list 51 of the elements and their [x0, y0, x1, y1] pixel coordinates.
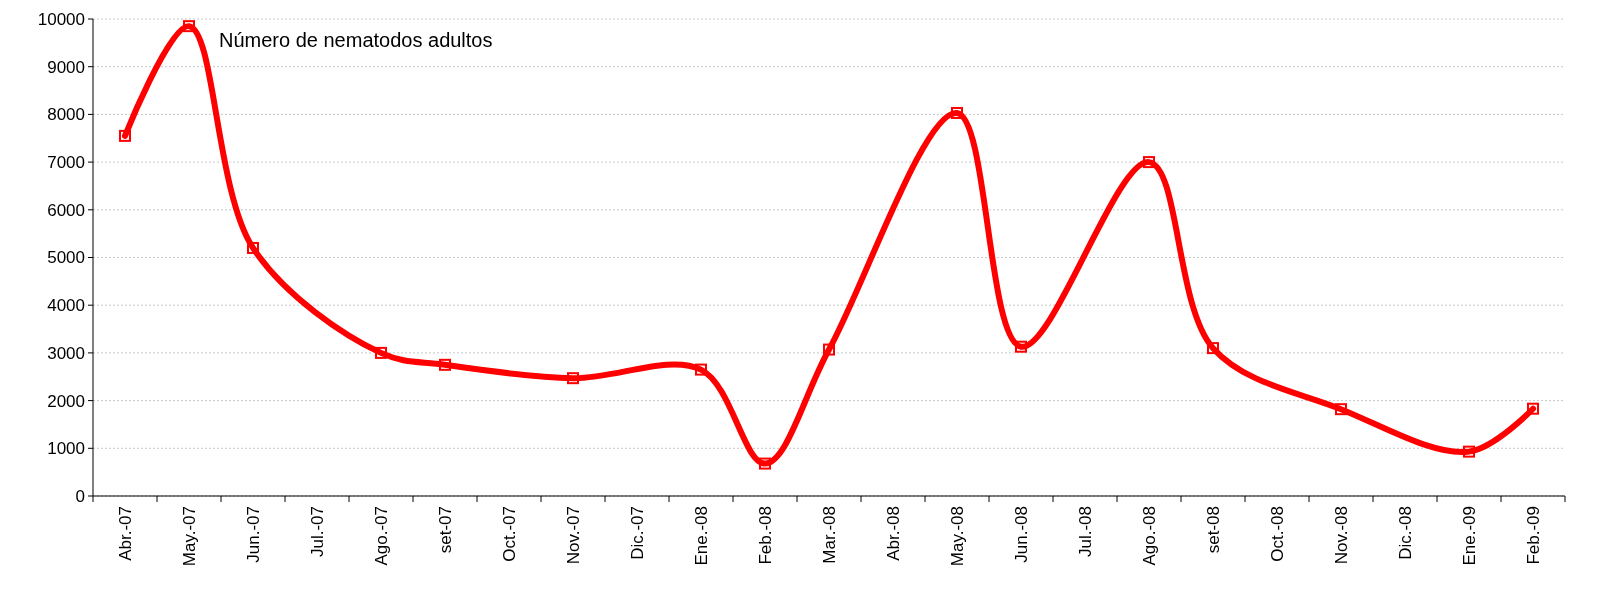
x-tick-label: Jun.-07 — [244, 506, 263, 563]
x-tick-label: Nov.-08 — [1332, 506, 1351, 565]
y-tick-label: 8000 — [47, 105, 85, 125]
x-tick-label: Jun.-08 — [1012, 506, 1031, 563]
point — [1527, 402, 1539, 415]
x-tick-label: Feb.-08 — [756, 506, 775, 565]
y-tick-label: 0 — [75, 486, 85, 506]
x-tick-label: Nov.-07 — [564, 506, 583, 565]
x-tick-label: Abr.-07 — [116, 506, 135, 561]
x-tick-label: Ago.-08 — [1140, 506, 1159, 566]
point — [1015, 340, 1027, 353]
y-tick-label: 3000 — [47, 343, 85, 363]
y-tick-label: 6000 — [47, 200, 85, 220]
point — [119, 129, 131, 142]
x-tick-label: Ago.-07 — [372, 506, 391, 566]
x-tick-label: May.-07 — [180, 506, 199, 567]
y-tick-label: 2000 — [47, 391, 85, 411]
point — [183, 20, 195, 33]
x-tick-label: Dic.-07 — [628, 506, 647, 560]
x-tick-label: Jul.-07 — [308, 506, 327, 558]
x-tick-label: May.-08 — [948, 506, 967, 567]
point — [1143, 156, 1155, 169]
x-tick-label: Dic.-08 — [1396, 506, 1415, 560]
point — [1335, 403, 1347, 416]
y-tick-label: 10000 — [37, 9, 85, 29]
series-label: Número de nematodos adultos — [219, 29, 493, 51]
point — [1463, 445, 1475, 458]
point — [1207, 342, 1219, 355]
x-tick-label: Jul.-08 — [1076, 506, 1095, 558]
x-tick-label: set-07 — [436, 506, 455, 554]
point — [759, 457, 771, 470]
y-tick-label: 7000 — [47, 153, 85, 173]
y-tick-label: 9000 — [47, 57, 85, 77]
point — [695, 363, 707, 376]
point — [375, 346, 387, 359]
x-tick-label: Oct.-07 — [500, 506, 519, 562]
x-tick-label: set-08 — [1204, 506, 1223, 554]
y-tick-label: 5000 — [47, 248, 85, 268]
x-tick-label: Ene.-08 — [692, 506, 711, 566]
point — [951, 106, 963, 119]
point — [247, 241, 259, 254]
y-tick-label: 4000 — [47, 296, 85, 316]
x-tick-label: Feb.-09 — [1524, 506, 1543, 565]
point — [567, 372, 579, 385]
point — [823, 343, 835, 356]
x-tick-label: Abr.-08 — [884, 506, 903, 561]
x-tick-label: Oct.-08 — [1268, 506, 1287, 562]
x-tick-label: Mar.-08 — [820, 506, 839, 564]
point — [439, 358, 451, 371]
y-tick-label: 1000 — [47, 439, 85, 459]
x-tick-label: Ene.-09 — [1460, 506, 1479, 566]
